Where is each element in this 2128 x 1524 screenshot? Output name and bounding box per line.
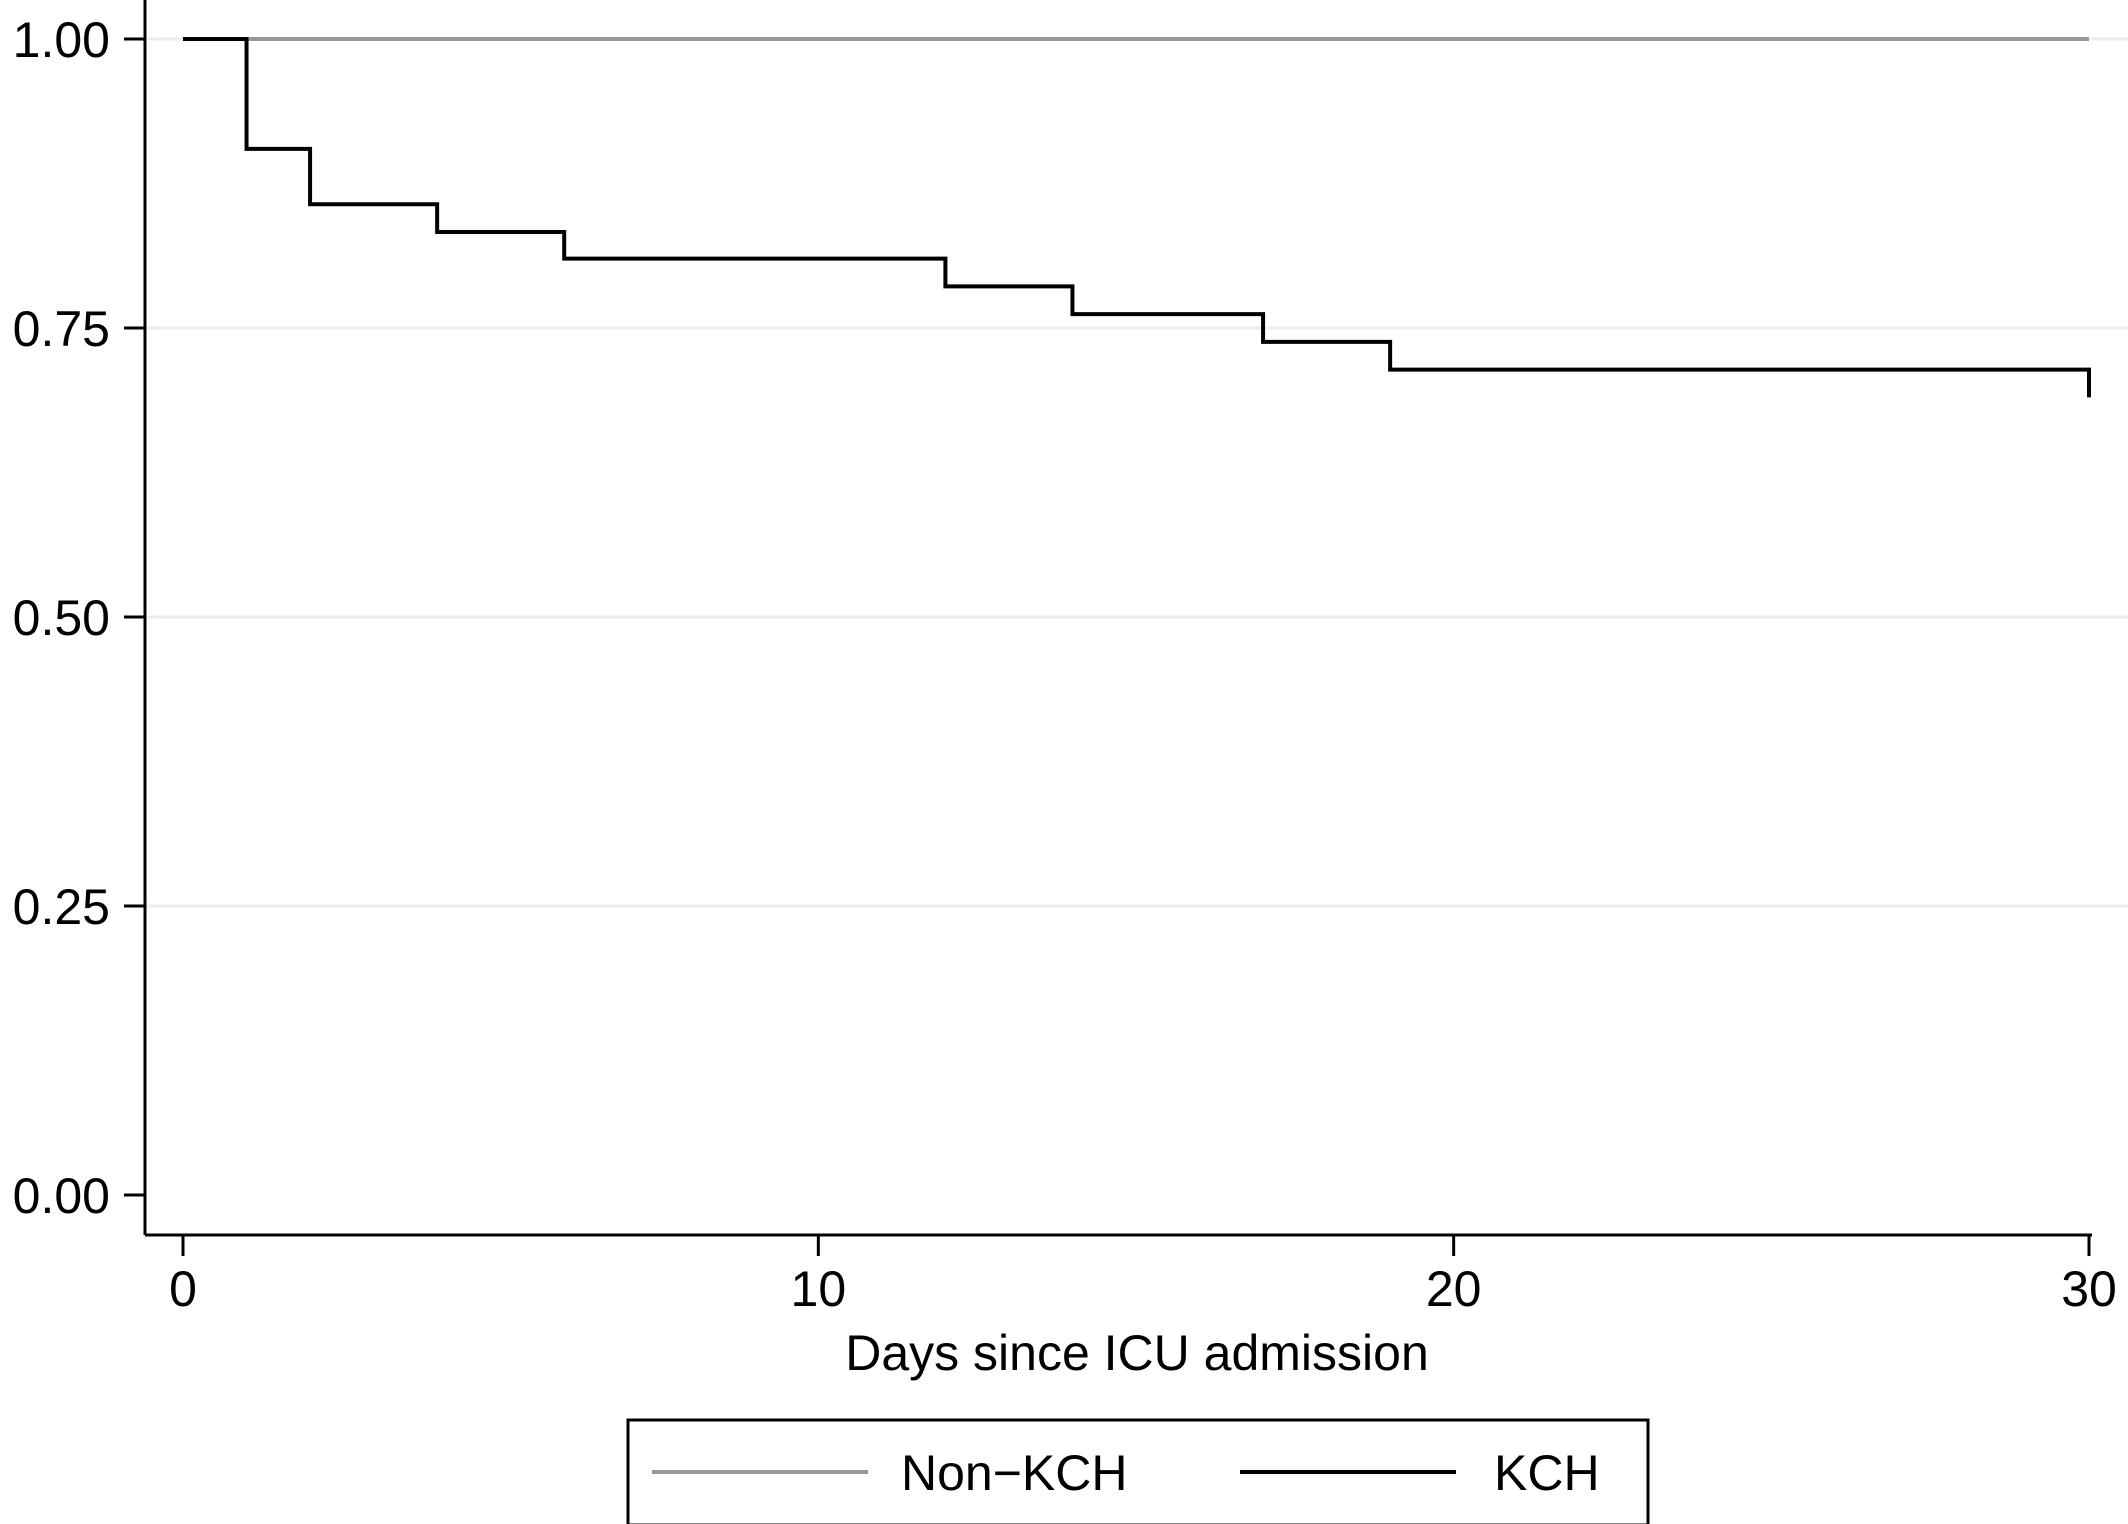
y-tick-label-0: 0.00 [13, 1168, 110, 1224]
series [183, 37, 2091, 398]
legend-label-non-kch: Non−KCH [901, 1445, 1128, 1501]
x-tick-label-2: 20 [1426, 1261, 1482, 1317]
legend-label-kch: KCH [1494, 1445, 1600, 1501]
legend: Non−KCH KCH [626, 1418, 1650, 1524]
x-tick-label-0: 0 [169, 1261, 197, 1317]
grid-lines [147, 37, 2128, 908]
y-tick-label-4: 1.00 [13, 12, 110, 68]
x-tick-label-1: 10 [791, 1261, 847, 1317]
y-tick-label-3: 0.75 [13, 301, 110, 357]
y-tick-label-2: 0.50 [13, 590, 110, 646]
x-axis-title: Days since ICU admission [845, 1325, 1429, 1381]
x-tick-label-3: 30 [2061, 1261, 2117, 1317]
series-line-kch [183, 37, 2091, 398]
y-ticks: 0.00 0.25 0.50 0.75 1.00 [13, 12, 145, 1224]
x-ticks: 0 10 20 30 [169, 1235, 2117, 1317]
y-tick-label-1: 0.25 [13, 879, 110, 935]
